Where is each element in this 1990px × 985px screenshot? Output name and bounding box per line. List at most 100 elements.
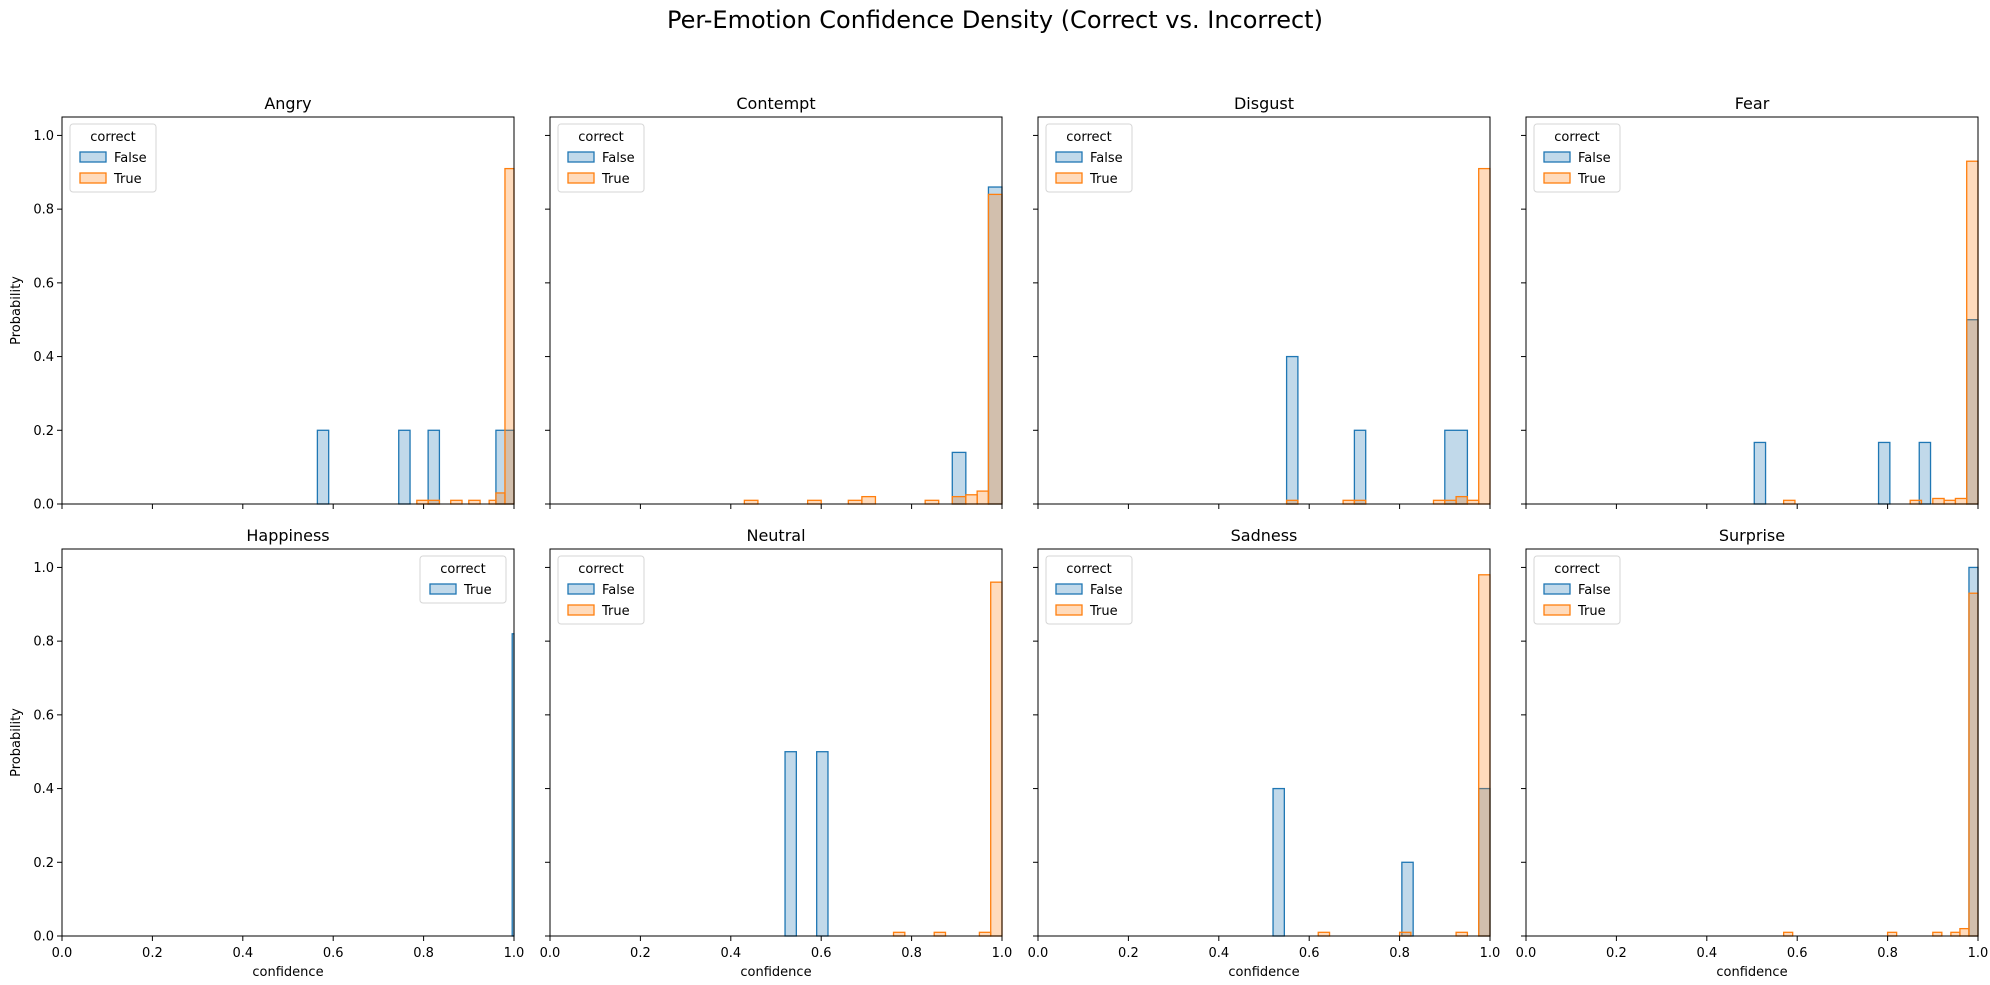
legend-label-true: True (463, 583, 492, 598)
hist-bar (847, 499, 863, 505)
x-axis-label: confidence (252, 965, 323, 980)
legend-swatch-true (1055, 172, 1083, 184)
subplot-title: Fear (1735, 94, 1770, 113)
legend-title: correct (440, 562, 486, 577)
hist-bar (1782, 499, 1796, 505)
hist-bar (951, 495, 967, 505)
legend-box (1533, 555, 1621, 625)
subplot-title: Contempt (736, 94, 815, 113)
hist-bar (1455, 495, 1469, 505)
hist-bar (1753, 441, 1767, 505)
hist-bar (1466, 499, 1480, 505)
hist-bar (1317, 931, 1331, 937)
x-tick-label: 1.0 (1968, 946, 1989, 961)
legend-label-true: True (601, 172, 630, 187)
axes-frame (549, 116, 1003, 505)
legend-label-true: True (1577, 604, 1606, 619)
y-tick-label: 1.0 (33, 561, 54, 576)
legend-swatch-false (1543, 151, 1571, 163)
hist-bar (1285, 355, 1299, 505)
x-tick-label: 0.4 (1696, 946, 1717, 961)
subplot-title: Neutral (746, 526, 805, 545)
x-tick-label: 0.8 (901, 946, 922, 961)
x-tick-label: 0.2 (630, 946, 651, 961)
subplot-title: Angry (264, 94, 311, 113)
x-tick-label: 0.2 (1606, 946, 1627, 961)
series-false (1038, 787, 1491, 937)
legend-label-true: True (113, 172, 142, 187)
legend-box (557, 555, 645, 625)
hist-bar (924, 499, 940, 505)
legend: correct False True (1533, 555, 1621, 625)
legend-label-false: False (602, 151, 635, 166)
panel-happiness: Happiness 0.0 0.2 0.4 0.6 0.8 1.0 0.0 0.2 0.4 0.6 0… (9, 526, 524, 980)
hist-bar (976, 490, 990, 505)
y-axis-label: Probability (9, 708, 24, 777)
hist-bar (427, 429, 441, 505)
legend: correct False True (1045, 123, 1133, 193)
legend-box (1533, 123, 1621, 193)
y-axis-label: Probability (9, 276, 24, 345)
x-tick-label: 1.0 (504, 946, 525, 961)
hist-bar (990, 581, 1003, 937)
series-false (1526, 319, 1979, 505)
legend-label-false: False (114, 151, 147, 166)
legend-title: correct (1554, 562, 1600, 577)
legend-box (419, 555, 507, 604)
hist-bar (1478, 167, 1491, 505)
y-tick-label: 0.2 (33, 424, 54, 439)
hist-bar (933, 931, 947, 937)
legend-title: correct (1554, 130, 1600, 145)
hist-bar (816, 751, 829, 937)
x-tick-label: 0.2 (1118, 946, 1139, 961)
y-tick-label: 0.4 (33, 782, 54, 797)
legend-box (69, 123, 157, 193)
axes-frame (1037, 548, 1491, 937)
x-axis-label: confidence (740, 965, 811, 980)
legend-swatch-true (429, 583, 457, 595)
series-false (550, 751, 1002, 937)
x-tick-label: 0.4 (720, 946, 741, 961)
legend-title: correct (578, 562, 624, 577)
x-tick-label: 0.8 (1877, 946, 1898, 961)
hist-bar (1272, 787, 1285, 937)
legend-swatch-true (567, 604, 595, 616)
hist-bar (978, 931, 992, 937)
panels: Angry 0.0 0.2 0.4 0.6 0.8 1.0 Probability correc… (9, 94, 1988, 980)
series-true (550, 193, 1003, 505)
hist-bar (861, 495, 877, 505)
hist-bar (1877, 441, 1891, 505)
legend-box (1045, 123, 1133, 193)
series-false (1038, 355, 1490, 505)
hist-bar (1432, 499, 1446, 505)
legend-swatch-false (1055, 583, 1083, 595)
panel-angry: Angry 0.0 0.2 0.4 0.6 0.8 1.0 Probability correc… (9, 94, 515, 513)
legend-swatch-false (567, 151, 595, 163)
x-tick-label: 0.6 (1787, 946, 1808, 961)
series-true (550, 581, 1003, 937)
hist-bar (427, 499, 441, 505)
hist-bar (806, 499, 822, 505)
hist-bar (468, 499, 481, 505)
x-tick-label: 0.6 (1299, 946, 1320, 961)
panel-disgust: Disgust correct False True (1033, 94, 1491, 509)
y-tick-label: 0.8 (33, 203, 54, 218)
y-tick-label: 1.0 (33, 129, 54, 144)
series-true (62, 167, 515, 505)
y-tick-label: 0.8 (33, 635, 54, 650)
subplot-title: Disgust (1234, 94, 1294, 113)
hist-bar (398, 429, 411, 505)
hist-bar (1782, 931, 1794, 937)
legend: correct False True (557, 123, 645, 193)
hist-bar (1285, 499, 1299, 505)
hist-bar (1455, 931, 1469, 937)
hist-bar (1886, 931, 1898, 937)
x-tick-label: 0.0 (52, 946, 73, 961)
hist-bar (488, 499, 497, 505)
legend-label-false: False (1090, 583, 1123, 598)
y-tick-label: 0.2 (33, 856, 54, 871)
panel-sadness: Sadness 0.0 0.2 0.4 0.6 0.8 1.0 confidence corre… (1028, 526, 1501, 980)
hist-bar (1353, 429, 1367, 505)
series-true (1526, 160, 1979, 505)
